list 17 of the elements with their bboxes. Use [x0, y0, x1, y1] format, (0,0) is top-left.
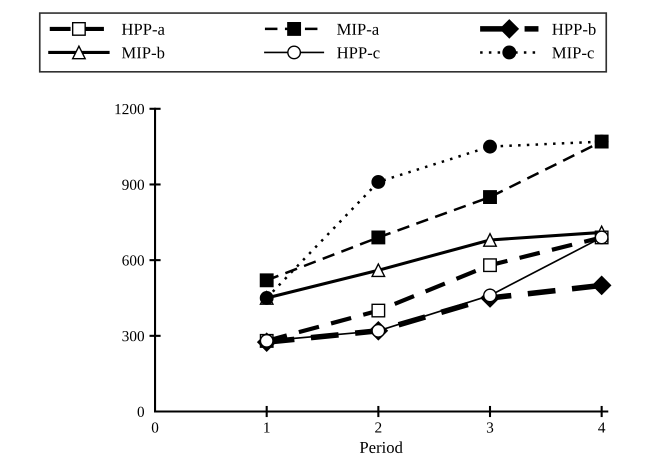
y-tick-label: 900	[122, 180, 144, 190]
legend-label: MIP-b	[122, 46, 164, 58]
legend-label: MIP-c	[552, 47, 594, 58]
legend-label: MIP-a	[337, 24, 379, 35]
x-tick-label: 0	[152, 422, 158, 433]
x-axis-title: Period	[360, 441, 403, 454]
x-tick-label: 3	[486, 422, 494, 433]
legend-label: HPP-a	[122, 24, 165, 35]
x-tick-label: 4	[598, 422, 606, 433]
y-tick-label: 600	[122, 255, 144, 266]
x-tick-label: 2	[375, 422, 382, 433]
legend-label: HPP-b	[552, 23, 596, 35]
legend-label: HPP-c	[337, 47, 380, 58]
y-tick-label: 1200	[115, 104, 144, 114]
y-tick-label: 300	[122, 330, 144, 342]
y-tick-label: 0	[138, 406, 144, 417]
x-tick-label: 1	[264, 422, 270, 433]
